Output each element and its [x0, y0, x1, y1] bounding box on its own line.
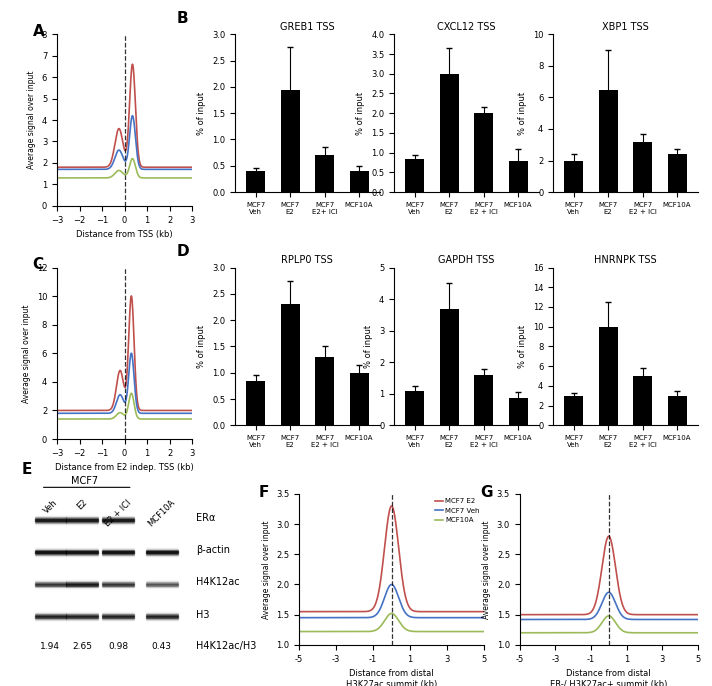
Y-axis label: % of input: % of input — [518, 325, 527, 368]
Bar — [474, 375, 493, 425]
MCF10A — [405, 627, 414, 635]
X-axis label: Distance from TSS (kb): Distance from TSS (kb) — [76, 230, 173, 239]
Bar — [246, 381, 265, 425]
MCF7 E2 — [382, 523, 391, 531]
MCF10A — [395, 618, 404, 626]
Text: 0.98: 0.98 — [108, 642, 128, 652]
Text: MCF7: MCF7 — [70, 475, 98, 486]
Text: C: C — [33, 257, 43, 272]
Bar — [564, 161, 583, 192]
Bar — [439, 74, 459, 192]
Line: MCF7 E2: MCF7 E2 — [299, 506, 484, 612]
Bar — [633, 141, 652, 192]
Y-axis label: Average signal over input: Average signal over input — [261, 520, 271, 619]
MCF7 E2 — [384, 514, 392, 523]
Y-axis label: Average signal over input: Average signal over input — [27, 71, 36, 169]
Legend: MCF7 E2, MCF7 Veh, MCF10A: MCF7 E2, MCF7 Veh, MCF10A — [432, 495, 483, 525]
Y-axis label: % of input: % of input — [357, 92, 365, 134]
Bar — [599, 90, 617, 192]
Bar — [281, 90, 300, 192]
MCF10A — [480, 628, 488, 636]
Y-axis label: Average signal over input: Average signal over input — [22, 304, 31, 403]
Text: Veh: Veh — [42, 498, 59, 516]
Bar — [350, 171, 369, 192]
Bar — [315, 155, 334, 192]
MCF10A — [476, 628, 484, 636]
Bar — [315, 357, 334, 425]
Bar — [668, 154, 686, 192]
Bar — [405, 158, 424, 192]
MCF10A — [382, 613, 391, 621]
MCF7 E2 — [480, 608, 488, 616]
X-axis label: Distance from E2 indep. TSS (kb): Distance from E2 indep. TSS (kb) — [56, 463, 194, 473]
Bar — [508, 399, 528, 425]
Bar — [474, 113, 493, 192]
MCF7 Veh — [295, 613, 303, 622]
MCF7 Veh — [405, 613, 414, 621]
MCF7 E2 — [476, 608, 484, 616]
MCF7 Veh — [382, 587, 391, 595]
MCF7 Veh — [384, 584, 392, 593]
Text: MCF10A: MCF10A — [147, 498, 177, 529]
MCF7 E2 — [295, 608, 303, 616]
Text: 0.43: 0.43 — [152, 642, 172, 652]
MCF7 E2 — [395, 552, 404, 560]
Y-axis label: % of input: % of input — [365, 325, 373, 368]
Text: G: G — [481, 485, 493, 500]
Bar — [281, 305, 300, 425]
MCF7 E2 — [447, 608, 456, 616]
Text: β-actin: β-actin — [196, 545, 230, 555]
Title: HNRNPK TSS: HNRNPK TSS — [594, 255, 656, 265]
MCF7 Veh — [395, 596, 404, 604]
X-axis label: Distance from distal
ER-/ H3K27ac+ summit (kb): Distance from distal ER-/ H3K27ac+ summi… — [550, 669, 667, 686]
Text: E2 + ICI: E2 + ICI — [103, 498, 133, 528]
Y-axis label: % of input: % of input — [197, 325, 206, 368]
Title: RPLP0 TSS: RPLP0 TSS — [281, 255, 333, 265]
Bar — [246, 171, 265, 192]
MCF7 Veh — [387, 580, 396, 589]
Bar — [350, 372, 369, 425]
Y-axis label: % of input: % of input — [197, 92, 206, 134]
MCF7 Veh — [447, 613, 456, 622]
MCF10A — [387, 609, 396, 617]
Bar — [633, 376, 652, 425]
Text: B: B — [177, 11, 189, 25]
X-axis label: Distance from distal
H3K27ac summit (kb): Distance from distal H3K27ac summit (kb) — [346, 669, 437, 686]
Y-axis label: Average signal over input: Average signal over input — [482, 520, 491, 619]
Bar — [668, 396, 686, 425]
MCF7 Veh — [480, 613, 488, 622]
Text: A: A — [33, 24, 44, 39]
Line: MCF7 Veh: MCF7 Veh — [299, 584, 484, 617]
Title: XBP1 TSS: XBP1 TSS — [602, 22, 649, 32]
MCF10A — [384, 611, 392, 619]
Text: E2: E2 — [75, 498, 89, 512]
Title: GREB1 TSS: GREB1 TSS — [280, 22, 335, 32]
Text: 2.65: 2.65 — [72, 642, 92, 652]
MCF10A — [295, 628, 303, 636]
MCF7 Veh — [476, 613, 484, 622]
Bar — [405, 390, 424, 425]
MCF10A — [447, 628, 456, 636]
Title: CXCL12 TSS: CXCL12 TSS — [437, 22, 496, 32]
MCF7 E2 — [405, 604, 414, 612]
Line: MCF10A: MCF10A — [299, 613, 484, 632]
Bar — [599, 327, 617, 425]
Y-axis label: % of input: % of input — [518, 92, 527, 134]
Text: F: F — [258, 485, 268, 500]
Text: D: D — [177, 244, 189, 259]
Text: H4K12ac/H3: H4K12ac/H3 — [196, 641, 256, 652]
Text: E: E — [21, 462, 32, 477]
Bar — [564, 396, 583, 425]
Text: 1.94: 1.94 — [41, 642, 61, 652]
Bar — [439, 309, 459, 425]
Bar — [508, 161, 528, 192]
Title: GAPDH TSS: GAPDH TSS — [438, 255, 495, 265]
Text: H4K12ac: H4K12ac — [196, 578, 239, 587]
Text: ERα: ERα — [196, 513, 215, 523]
MCF7 E2 — [387, 502, 396, 510]
Text: H3: H3 — [196, 609, 209, 619]
